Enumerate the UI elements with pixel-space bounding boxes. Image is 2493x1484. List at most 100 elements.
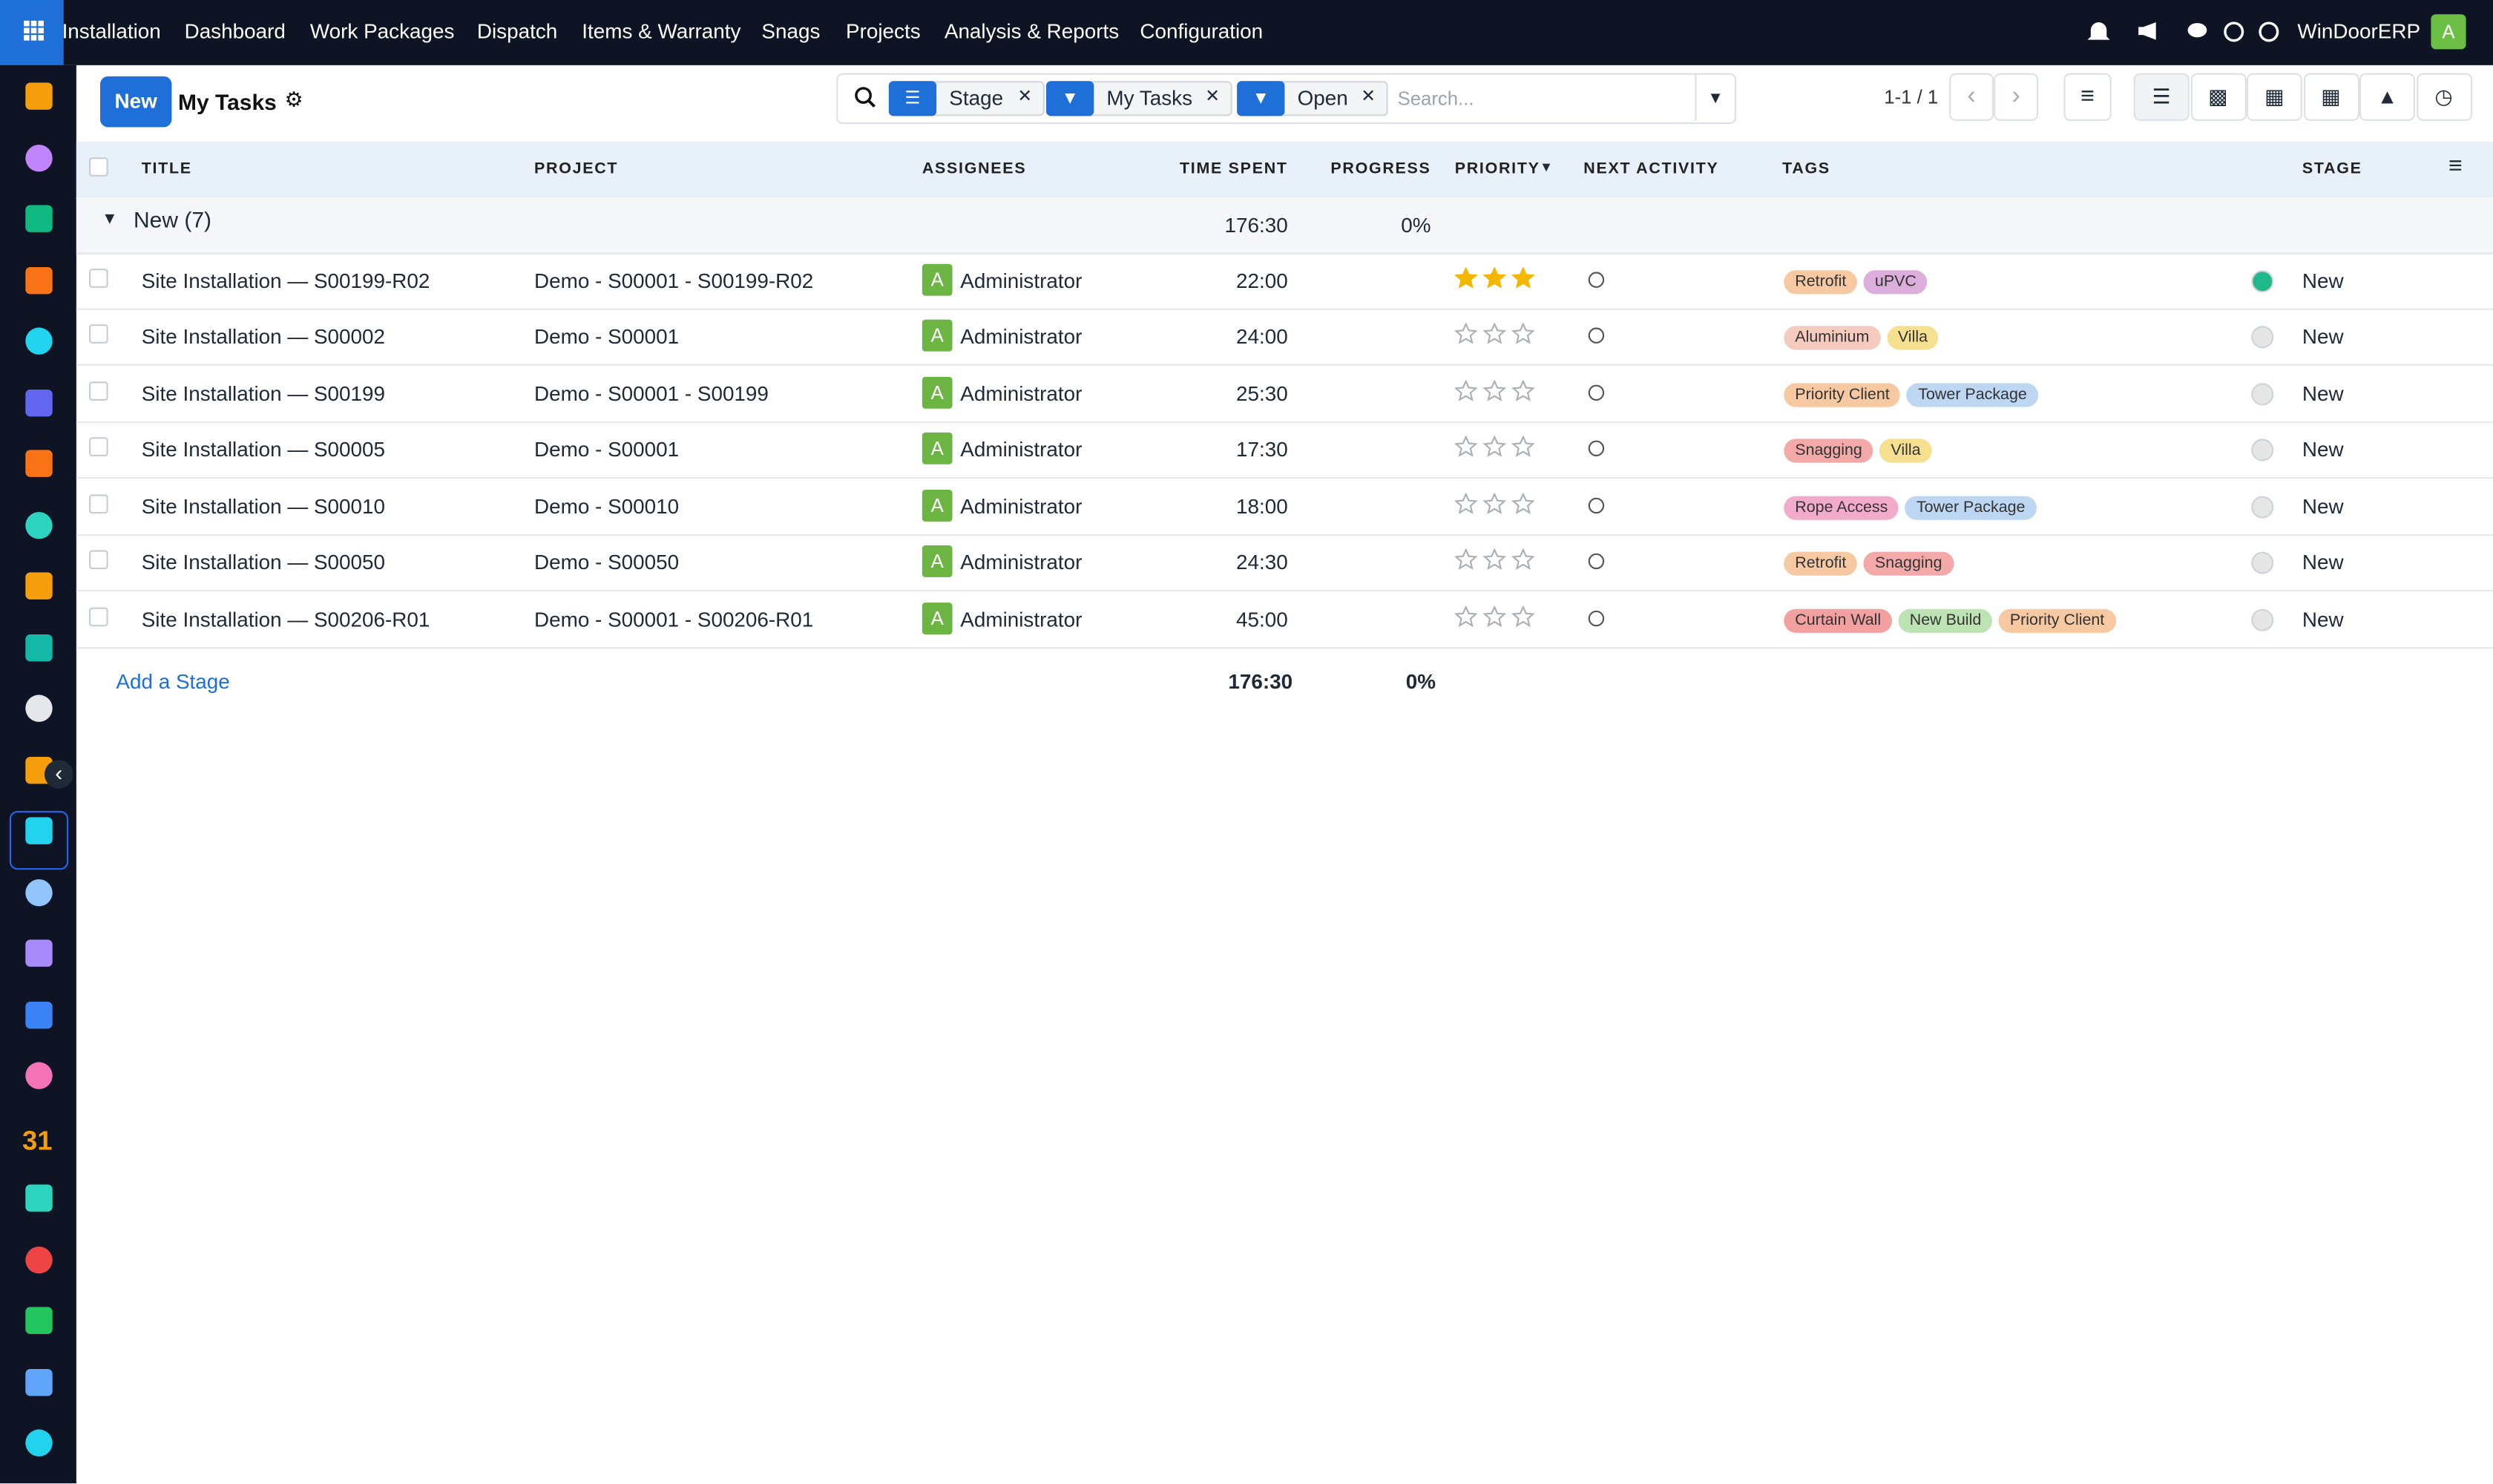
sidebar-app-icon[interactable] xyxy=(25,1062,53,1089)
sidebar-app-icon[interactable] xyxy=(25,143,53,171)
table-row[interactable] xyxy=(76,422,2493,479)
sidebar-app-icon[interactable] xyxy=(25,633,53,661)
star[interactable] xyxy=(1454,379,1478,401)
table-row[interactable] xyxy=(76,366,2493,423)
star[interactable] xyxy=(1482,379,1507,401)
status-dot[interactable] xyxy=(2251,383,2274,406)
table-row[interactable] xyxy=(76,479,2493,536)
group-label[interactable]: New (7) xyxy=(134,206,212,232)
priority-stars[interactable] xyxy=(1454,604,1541,634)
sidebar-collapse[interactable]: ‹ xyxy=(45,760,73,789)
sidebar-app-icon[interactable] xyxy=(25,1429,53,1457)
menu-item[interactable]: Dashboard xyxy=(184,19,286,43)
view-switch[interactable]: ▦ xyxy=(2302,73,2359,121)
activity-clock[interactable] xyxy=(1588,497,1605,513)
priority-stars[interactable] xyxy=(1454,266,1541,296)
calendar-icon[interactable]: 31 xyxy=(22,1125,53,1155)
status-dot[interactable] xyxy=(2251,552,2274,575)
app-name[interactable]: Installation xyxy=(62,19,161,43)
menu-item[interactable]: Analysis & Reports xyxy=(944,19,1120,43)
star[interactable] xyxy=(1511,604,1535,627)
sidebar-app-icon[interactable] xyxy=(25,1368,53,1396)
chat-icon[interactable] xyxy=(2187,23,2207,38)
menu-item[interactable]: Projects xyxy=(846,19,921,43)
sidebar-app-icon[interactable] xyxy=(25,1245,53,1273)
clock-icon[interactable] xyxy=(2259,22,2279,42)
row-checkbox[interactable] xyxy=(89,381,108,401)
activity-clock[interactable] xyxy=(1588,441,1605,457)
facet-remove[interactable]: ✕ xyxy=(1017,87,1033,107)
priority-stars[interactable] xyxy=(1454,379,1541,409)
column-header[interactable]: STAGE xyxy=(2302,160,2362,178)
sidebar-app-icon[interactable] xyxy=(25,878,53,906)
star[interactable] xyxy=(1482,491,1507,514)
sidebar-app-icon[interactable] xyxy=(25,1307,53,1334)
table-row[interactable] xyxy=(76,253,2493,310)
menu-item[interactable]: Configuration xyxy=(1140,19,1264,43)
facet-remove[interactable]: ✕ xyxy=(1205,87,1221,107)
column-header[interactable]: PRIORITY xyxy=(1454,160,1540,178)
activity-clock[interactable] xyxy=(1588,554,1605,570)
sidebar-app-icon[interactable] xyxy=(25,82,53,110)
pager-prev[interactable]: ‹ xyxy=(1949,73,1994,121)
status-dot[interactable] xyxy=(2251,496,2274,519)
settings-gear[interactable]: ⚙ xyxy=(284,87,303,111)
search-input[interactable]: Search... xyxy=(1397,87,1474,110)
star[interactable] xyxy=(1454,491,1478,514)
view-switch[interactable]: ▦ xyxy=(2246,73,2302,121)
column-header[interactable]: PROGRESS xyxy=(1330,160,1431,178)
status-dot[interactable] xyxy=(2251,439,2274,462)
sidebar-app-icon[interactable] xyxy=(25,205,53,232)
view-switch[interactable]: ▩ xyxy=(2190,73,2246,121)
star[interactable] xyxy=(1482,604,1507,627)
star[interactable] xyxy=(1454,266,1478,289)
sidebar-app-icon[interactable] xyxy=(25,817,53,844)
new-button[interactable]: New xyxy=(100,76,172,128)
sidebar-app-icon[interactable] xyxy=(25,939,53,967)
sidebar-app-icon[interactable] xyxy=(25,510,53,539)
star[interactable] xyxy=(1511,548,1535,571)
view-switch[interactable]: ☰ xyxy=(2133,73,2190,121)
announce-icon[interactable] xyxy=(2138,22,2156,40)
status-dot[interactable] xyxy=(2251,270,2274,293)
activity-clock[interactable] xyxy=(1588,272,1605,288)
sidebar-app-icon[interactable] xyxy=(25,327,53,355)
table-row[interactable] xyxy=(76,591,2493,649)
column-header[interactable]: PROJECT xyxy=(534,160,619,178)
star[interactable] xyxy=(1454,604,1478,627)
star[interactable] xyxy=(1482,548,1507,571)
table-row[interactable] xyxy=(76,309,2493,367)
search-toggle[interactable]: ▾ xyxy=(1695,73,1735,121)
menu-item[interactable]: Snags xyxy=(761,19,821,43)
view-switch[interactable]: ◷ xyxy=(2416,73,2472,121)
sidebar-app-icon[interactable] xyxy=(25,450,53,477)
row-checkbox[interactable] xyxy=(89,438,108,457)
star[interactable] xyxy=(1511,323,1535,345)
column-header[interactable]: TITLE xyxy=(141,160,192,178)
sidebar-app-icon[interactable] xyxy=(25,1184,53,1212)
table-row[interactable] xyxy=(76,535,2493,592)
column-header[interactable]: NEXT ACTIVITY xyxy=(1583,160,1719,178)
apps-menu[interactable] xyxy=(0,0,64,65)
column-settings[interactable]: ≡ xyxy=(2448,152,2463,180)
pager-next[interactable]: › xyxy=(1994,73,2039,121)
row-checkbox[interactable] xyxy=(89,269,108,288)
row-checkbox[interactable] xyxy=(89,606,108,626)
star[interactable] xyxy=(1482,435,1507,458)
column-header[interactable]: ASSIGNEES xyxy=(922,160,1027,178)
star[interactable] xyxy=(1454,548,1478,571)
star[interactable] xyxy=(1511,266,1535,289)
priority-stars[interactable] xyxy=(1454,491,1541,522)
priority-stars[interactable] xyxy=(1454,323,1541,352)
star[interactable] xyxy=(1454,323,1478,345)
sidebar-app-icon[interactable] xyxy=(25,695,53,722)
sidebar-app-icon[interactable] xyxy=(25,388,53,416)
star[interactable] xyxy=(1511,491,1535,514)
view-switch[interactable]: ▲ xyxy=(2359,73,2415,121)
activity-clock[interactable] xyxy=(1588,610,1605,626)
filter-options[interactable]: ≡ xyxy=(2063,73,2112,121)
add-stage[interactable]: Add a Stage xyxy=(116,669,230,694)
status-dot[interactable] xyxy=(2251,608,2274,631)
facet-remove[interactable]: ✕ xyxy=(1361,87,1376,107)
row-checkbox[interactable] xyxy=(89,550,108,570)
